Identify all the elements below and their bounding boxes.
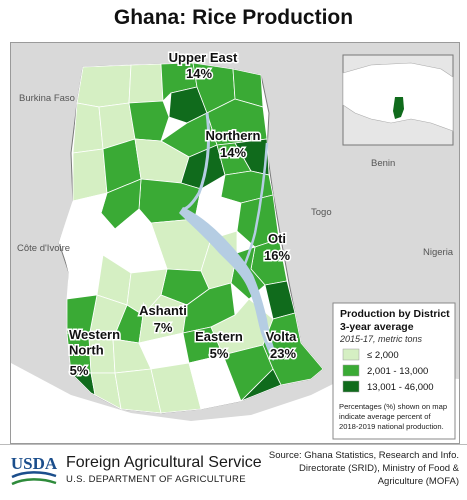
legend-label-mid: 2,001 - 13,000 <box>367 366 428 377</box>
region-label-ashanti-percent: 7% <box>154 320 173 335</box>
district <box>72 102 104 154</box>
district <box>72 148 108 202</box>
region-label-ashanti-name: Ashanti <box>139 303 187 318</box>
footer-divider <box>0 444 467 445</box>
districts-layer <box>58 62 324 414</box>
country-label-cote-divoire: Côte d'Ivoire <box>17 243 70 254</box>
district <box>128 100 170 142</box>
district <box>128 63 164 104</box>
region-label-upper-east-name: Upper East <box>169 50 238 65</box>
district <box>76 64 132 108</box>
country-label-togo: Togo <box>311 207 332 218</box>
district <box>62 248 104 300</box>
legend-subtitle: 2015-17, metric tons <box>339 334 423 344</box>
country-label-burkina-faso: Burkina Faso <box>19 93 75 104</box>
legend-label-low: ≤ 2,000 <box>367 350 399 361</box>
source-citation: Source: Ghana Statistics, Research and I… <box>259 449 459 488</box>
ghana-map: Burkina Faso Togo Côte d'Ivoire Benin Ni… <box>11 43 459 443</box>
legend-label-high: 13,001 - 46,000 <box>367 382 434 393</box>
region-label-oti-percent: 16% <box>264 248 290 263</box>
inset-locator-map <box>342 54 454 146</box>
legend-swatch-high <box>342 380 360 393</box>
region-label-eastern-name: Eastern <box>195 329 243 344</box>
region-label-volta-name: Volta <box>266 329 298 344</box>
district <box>180 144 226 190</box>
usda-logo-text: USDA <box>11 454 58 473</box>
usda-logo: USDA <box>11 454 58 486</box>
country-label-nigeria: Nigeria <box>423 247 454 258</box>
map-frame: Burkina Faso Togo Côte d'Ivoire Benin Ni… <box>10 42 460 444</box>
oti-river <box>241 142 269 270</box>
source-line: Source: Ghana Statistics, Research and I… <box>268 450 459 461</box>
region-labels: Upper East 14% Northern 14% Oti 16% Asha… <box>68 49 299 380</box>
region-label-eastern-percent: 5% <box>210 346 229 361</box>
region-label-northern-name: Northern <box>206 128 261 143</box>
legend-note-line3: 2018-2019 national production. <box>339 422 444 431</box>
legend-note-line2: indicate average percent of <box>339 412 431 421</box>
agency-name: Foreign Agricultural Service <box>66 454 262 471</box>
region-label-northern-percent: 14% <box>220 145 246 160</box>
region-label-oti-name: Oti <box>268 231 286 246</box>
region-label-volta-percent: 23% <box>270 346 296 361</box>
source-line: Agriculture (MOFA) <box>377 476 459 487</box>
usda-logo-swoosh-top <box>11 471 57 479</box>
legend: Production by District 3-year average 20… <box>332 302 456 440</box>
region-label-western-north-percent: 5% <box>70 363 89 378</box>
region-label-western-north-name: Western North <box>69 327 120 358</box>
legend-title-line2: 3-year average <box>340 321 414 333</box>
country-label-benin: Benin <box>371 158 395 169</box>
usda-logo-swoosh-bottom <box>11 478 57 486</box>
district <box>240 368 282 402</box>
region-label-upper-east-percent: 14% <box>186 66 212 81</box>
legend-swatch-mid <box>342 364 360 377</box>
volta-lake <box>179 207 277 361</box>
source-line: Directorate (SRID), Ministry of Food & <box>299 463 459 474</box>
legend-note-line1: Percentages (%) shown on map <box>339 402 447 411</box>
legend-title-line1: Production by District <box>340 308 450 320</box>
page-title: Ghana: Rice Production <box>113 6 354 29</box>
white-volta-river <box>182 112 211 211</box>
inset-ghana <box>393 97 404 119</box>
legend-swatch-low <box>342 348 360 361</box>
department-name: U.S. DEPARTMENT OF AGRICULTURE <box>66 474 246 485</box>
